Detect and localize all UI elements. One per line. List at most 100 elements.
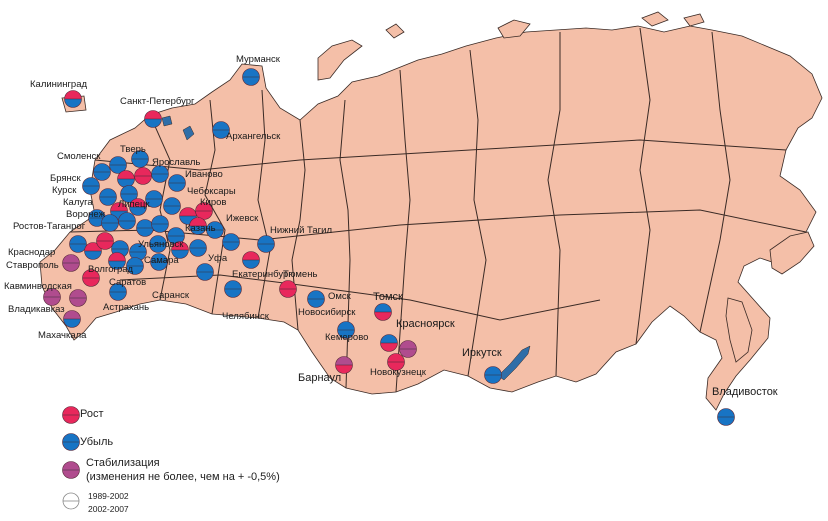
city-marker xyxy=(484,366,502,384)
legend-period-bottom: 2002-2007 xyxy=(88,504,129,514)
city-marker xyxy=(69,235,87,253)
lake-baikal xyxy=(497,345,531,381)
label-vladikavkaz: Владикавказ xyxy=(8,304,65,315)
legend-marker-stable xyxy=(62,461,80,479)
label-kaluga: Калуга xyxy=(63,197,93,208)
label-ivanovo: Иваново xyxy=(185,169,223,180)
label-kursk: Курск xyxy=(52,185,77,196)
city-marker xyxy=(118,212,136,230)
city-marker xyxy=(224,280,242,298)
label-astrakhan: Астрахань xyxy=(103,302,150,313)
label-spb: Санкт-Петербург xyxy=(120,96,195,107)
label-krasnoyarsk: Красноярск xyxy=(396,318,455,330)
label-saratov: Саратов xyxy=(109,277,147,288)
city-marker xyxy=(82,269,100,287)
wrangel-island xyxy=(683,13,705,27)
city-marker xyxy=(257,235,275,253)
city-marker xyxy=(93,163,111,181)
label-ekaterinburg: Екатеринбург xyxy=(232,269,292,280)
legend-decline-label: Убыль xyxy=(80,436,114,448)
city-marker xyxy=(108,252,126,270)
city-marker xyxy=(242,68,260,86)
label-kazan: Казань xyxy=(185,223,216,234)
label-vladivostok: Владивосток xyxy=(712,386,778,398)
city-marker xyxy=(129,198,147,216)
label-ulyanovsk: Ульяновск xyxy=(138,239,184,250)
legend-marker-decline xyxy=(62,433,80,451)
label-novosibirsk: Новосибирск xyxy=(298,307,356,318)
label-volgograd: Волгоград xyxy=(88,264,134,275)
city-marker xyxy=(134,167,152,185)
label-novokuznetsk: Новокузнецк xyxy=(370,367,426,378)
lake-ladoga xyxy=(161,115,173,127)
city-marker xyxy=(62,254,80,272)
legend-marker-stable xyxy=(62,461,80,479)
severnaya-zemlya xyxy=(497,19,531,39)
city-marker xyxy=(189,217,207,235)
franz-josef-land xyxy=(385,23,405,39)
label-smolensk: Смоленск xyxy=(57,151,101,162)
city-marker xyxy=(151,215,169,233)
novaya-zemlya xyxy=(317,39,363,81)
label-makhachkala: Махачкала xyxy=(38,330,87,341)
city-marker xyxy=(136,219,154,237)
label-murmansk: Мурманск xyxy=(236,54,280,65)
city-marker xyxy=(88,209,106,227)
label-lipetsk: Липецк xyxy=(118,199,150,210)
city-marker xyxy=(374,303,392,321)
lake-onega xyxy=(182,125,195,141)
legend-stable-label: Стабилизация xyxy=(86,457,160,469)
sakhalin-island xyxy=(725,297,753,363)
label-samara: Самара xyxy=(144,255,179,266)
city-marker xyxy=(82,177,100,195)
city-marker xyxy=(151,165,169,183)
city-marker xyxy=(337,321,355,339)
city-marker xyxy=(242,251,260,269)
legend-marker-decline xyxy=(62,433,80,451)
label-cheboksary: Чебоксары xyxy=(187,186,236,197)
city-marker xyxy=(96,232,114,250)
legend-period-top: 1989-2002 xyxy=(88,491,129,501)
label-barnaul: Барнаул xyxy=(298,372,342,384)
label-chelyabinsk: Челябинск xyxy=(222,311,269,322)
label-kavminvody: Кавминводская xyxy=(4,281,72,292)
russia-landmass xyxy=(39,25,823,411)
city-marker xyxy=(64,90,82,108)
city-marker xyxy=(307,290,325,308)
label-kirov: Киров xyxy=(200,197,227,208)
legend-growth-label: Рост xyxy=(80,408,104,420)
label-rostov: Ростов-Таганрог xyxy=(13,221,86,232)
city-marker xyxy=(117,170,135,188)
city-marker xyxy=(206,221,224,239)
label-bryansk: Брянск xyxy=(50,173,81,184)
city-marker xyxy=(163,197,181,215)
city-marker xyxy=(196,263,214,281)
city-marker xyxy=(279,280,297,298)
label-tomsk: Томск xyxy=(373,291,403,303)
label-stavropol: Ставрополь xyxy=(6,260,59,271)
city-marker xyxy=(145,190,163,208)
city-marker xyxy=(168,174,186,192)
label-saransk: Саранск xyxy=(152,290,189,301)
city-marker xyxy=(195,202,213,220)
city-marker xyxy=(69,289,87,307)
city-marker xyxy=(399,340,417,358)
city-marker xyxy=(149,235,167,253)
city-marker xyxy=(171,241,189,259)
label-omsk: Омск xyxy=(328,291,351,302)
legend-marker-growth xyxy=(62,406,80,424)
label-ntagil: Нижний Тагил xyxy=(270,225,332,236)
city-marker xyxy=(99,188,117,206)
city-marker xyxy=(109,283,127,301)
city-marker xyxy=(150,253,168,271)
label-yaroslavl: Ярославль xyxy=(152,157,201,168)
legend-marker-period xyxy=(62,492,80,510)
label-voronezh: Воронеж xyxy=(66,209,105,220)
kamchatka-peninsula xyxy=(769,231,815,275)
city-marker xyxy=(63,310,81,328)
label-arkhangelsk: Архангельск xyxy=(226,131,281,142)
label-tyumen: Тюмень xyxy=(283,269,318,280)
label-kemerovo: Кемерово xyxy=(325,332,369,343)
city-marker xyxy=(126,257,144,275)
